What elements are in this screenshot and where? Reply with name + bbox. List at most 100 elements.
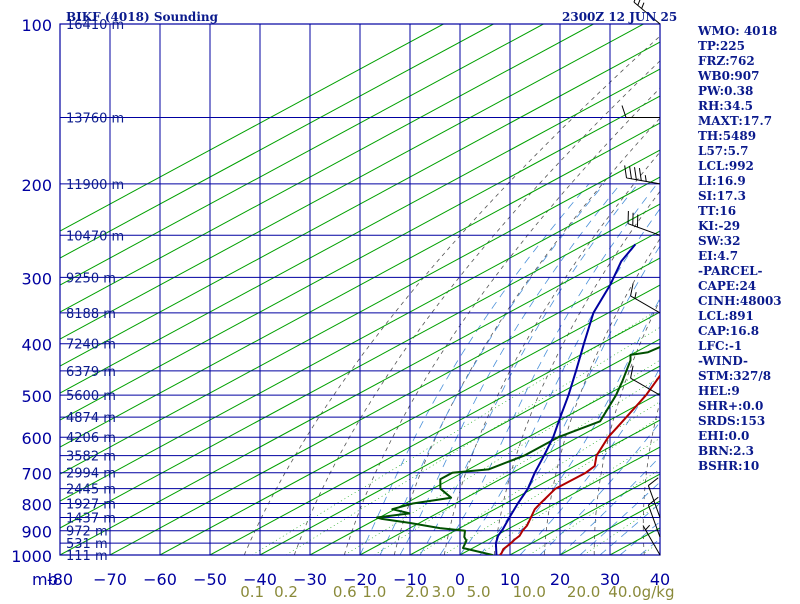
index-row: TP:225 (698, 39, 798, 54)
moist-adiabat (460, 184, 678, 555)
index-row: SHR+:0.0 (698, 399, 798, 414)
wind-barb (622, 106, 660, 118)
wind-barb-half-feather (642, 3, 644, 9)
index-row: CAPE:24 (698, 279, 798, 294)
height-label: 13760 m (66, 112, 124, 127)
mixing-ratio-label: 5.0 (467, 583, 491, 600)
index-row: LI:16.9 (698, 174, 798, 189)
wind-barb-feather (638, 0, 643, 5)
wind-barb-staff (628, 224, 660, 236)
index-row: TT:16 (698, 204, 798, 219)
wind-barb-feather (631, 284, 634, 296)
index-row: WB0:907 (698, 69, 798, 84)
height-label: 2994 m (66, 467, 116, 482)
height-label: 4874 m (66, 411, 116, 426)
pressure-tick-label: 600 (21, 429, 52, 448)
mixing-ratio-label: 1.0 (362, 583, 386, 600)
index-row: SI:17.3 (698, 189, 798, 204)
mixing-ratio-label: 0.6 (333, 583, 357, 600)
height-label: 4206 m (66, 431, 116, 446)
index-row: MAXT:17.7 (698, 114, 798, 129)
index-row: LCL:891 (698, 309, 798, 324)
pressure-tick-label: 1000 (11, 547, 52, 566)
height-label: 9250 m (66, 271, 116, 286)
pressure-tick-label: 800 (21, 496, 52, 515)
wind-barb-feather (625, 165, 627, 178)
temperature-tick-label: −50 (193, 570, 227, 589)
height-label: 2445 m (66, 483, 116, 498)
index-row: STM:327/8 (698, 369, 798, 384)
index-row: SRDS:153 (698, 414, 798, 429)
wind-barb-half-feather (646, 525, 650, 530)
temperature-tick-label: −70 (93, 570, 127, 589)
mixing-ratio-label: 10.0 (513, 583, 546, 600)
isotherm-line (60, 24, 800, 555)
mixing-ratio-label: 3.0 (432, 583, 456, 600)
index-row: HEL:9 (698, 384, 798, 399)
height-label: 7240 m (66, 338, 116, 353)
temperature-tick-label: −60 (143, 570, 177, 589)
index-row: TH:5489 (698, 129, 798, 144)
index-row: LFC:-1 (698, 339, 798, 354)
index-row: EI:4.7 (698, 249, 798, 264)
index-row: SW:32 (698, 234, 798, 249)
index-row: -PARCEL- (698, 264, 798, 279)
pressure-tick-label: 200 (21, 176, 52, 195)
isotherm-line (0, 24, 800, 555)
index-row: PW:0.38 (698, 84, 798, 99)
height-label: 111 m (66, 549, 108, 564)
mixing-ratio-label: 2.0 (405, 583, 429, 600)
temperature-tick-label: -80 (47, 570, 73, 589)
index-row: BSHR:10 (698, 459, 798, 474)
wind-barb-feather (635, 167, 637, 180)
parcel-path-curve (496, 244, 635, 558)
isotherm-line (110, 24, 800, 555)
pressure-tick-label: 500 (21, 387, 52, 406)
index-row: L57:5.7 (698, 144, 798, 159)
valid-time: 2300Z 12 JUN 25 (562, 10, 677, 24)
wind-barb-staff (631, 296, 660, 313)
pressure-tick-label: 700 (21, 465, 52, 484)
pressure-tick-label: 100 (21, 16, 52, 35)
temperature-grid (60, 24, 660, 555)
index-row: -WIND- (698, 354, 798, 369)
wind-barb-feather (634, 0, 639, 2)
wind-barb-half-feather (645, 175, 646, 181)
wind-barb-staff (627, 178, 660, 184)
moist-adiabat (440, 184, 657, 555)
mixing-ratio-label: 0.1 (240, 583, 264, 600)
mixing-ratio-label: 20.0 (567, 583, 600, 600)
pressure-tick-label: 900 (21, 523, 52, 542)
height-label: 10470 m (66, 229, 124, 244)
height-label: 1927 m (66, 498, 116, 513)
dry-adiabat (244, 24, 673, 555)
wind-barb (628, 211, 660, 235)
index-row: EHI:0.0 (698, 429, 798, 444)
isotherm-line (0, 24, 800, 555)
height-label: 11900 m (66, 178, 124, 193)
wind-barb-feather (648, 478, 658, 486)
pressure-tick-label: 300 (21, 269, 52, 288)
height-label: 5600 m (66, 389, 116, 404)
isotherms (0, 24, 800, 555)
index-row: WMO: 4018 (698, 24, 798, 39)
wind-barb-staff (648, 505, 660, 537)
index-row: CINH:48003 (698, 294, 798, 309)
temperature-tick-label: −30 (293, 570, 327, 589)
height-label: 3582 m (66, 450, 116, 465)
isotherm-line (0, 24, 800, 555)
isotherm-line (10, 24, 800, 555)
mixing-ratio-label: 0.2 (274, 583, 298, 600)
index-row: FRZ:762 (698, 54, 798, 69)
temperature-tick-label: 0 (455, 570, 465, 589)
index-row: CAP:16.8 (698, 324, 798, 339)
wind-barb (625, 165, 660, 183)
pressure-tick-label: 400 (21, 336, 52, 355)
index-row: BRN:2.3 (698, 444, 798, 459)
index-row: KI:-29 (698, 219, 798, 234)
station-title: BIKF (4018) Sounding (66, 10, 218, 24)
mixing-ratio-label: 40.0g/kg (608, 583, 674, 600)
